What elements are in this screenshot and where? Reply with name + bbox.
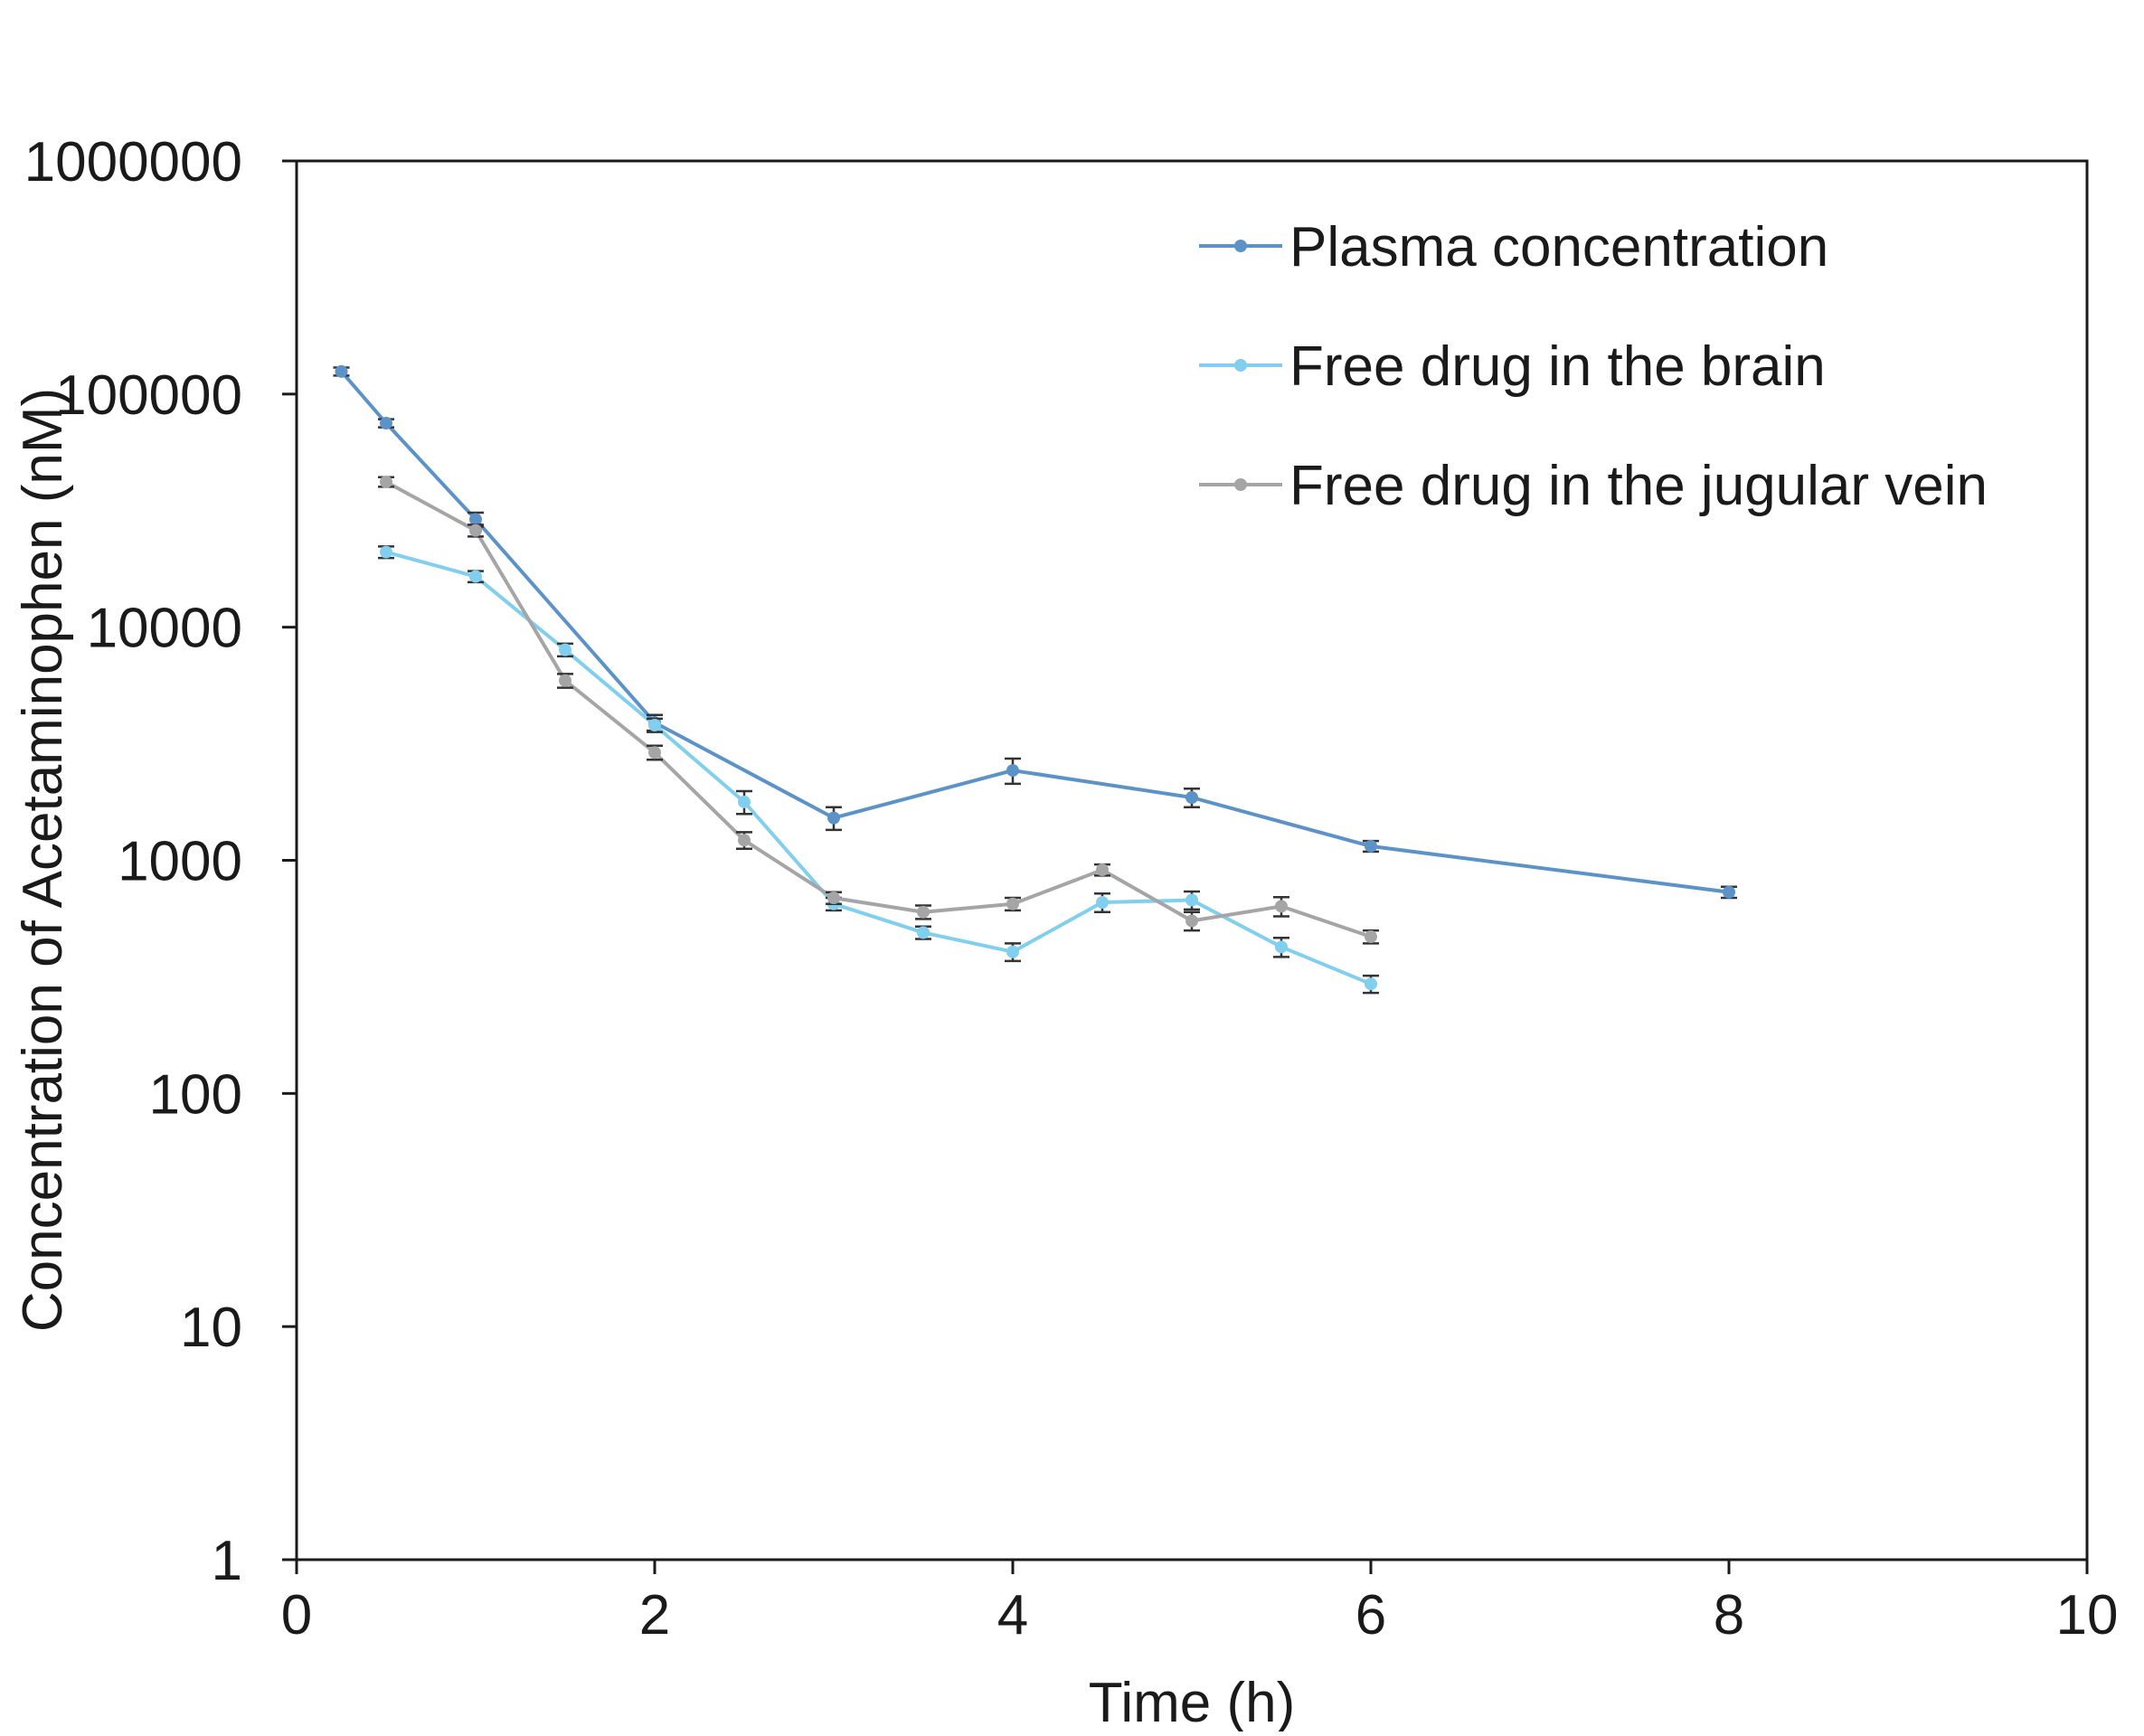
x-axis-title: Time (h) [1089,1672,1295,1731]
data-point [469,524,482,537]
series-line [385,550,1372,986]
data-point [1185,893,1198,907]
x-tick-label: 4 [997,1584,1028,1646]
y-tick-label: 100 [149,1063,242,1126]
x-tick-label: 6 [1355,1584,1386,1646]
y-tick-label: 100000 [55,364,242,427]
data-point [380,475,392,488]
x-tick-label: 10 [2056,1584,2119,1646]
y-tick-label: 1 [212,1530,242,1592]
data-point [380,545,392,559]
data-point [1365,839,1377,853]
data-point [1275,940,1288,954]
y-tick-label: 1000 [118,831,242,893]
data-point [1006,897,1019,910]
data-point [1185,914,1198,928]
legend-swatch-marker [1234,359,1247,372]
data-point [380,417,392,430]
y-tick-label: 10 [180,1297,242,1359]
legend-label: Free drug in the jugular vein [1289,455,1988,517]
legend-swatch-marker [1234,478,1247,491]
data-point [1723,885,1735,899]
legend: Plasma concentration Free drug in the bra… [1199,216,1988,517]
data-point [1185,791,1198,805]
data-point [559,643,571,656]
series-3 [378,475,1379,945]
data-point [1096,896,1109,910]
data-point [738,795,751,808]
series-1 [333,364,1737,900]
legend-label: Free drug in the brain [1289,335,1826,398]
data-point [1006,764,1019,778]
data-point [738,834,751,847]
data-point [1365,930,1377,944]
series-layer [333,364,1737,995]
series-line [385,480,1372,939]
series-2 [378,545,1379,995]
x-tick-label: 0 [281,1584,312,1646]
legend-item: Plasma concentration [1199,216,1828,278]
legend-item: Free drug in the jugular vein [1199,455,1988,517]
x-tick-label: 8 [1714,1584,1744,1646]
x-tick-label: 2 [639,1584,670,1646]
y-axis: 1 10 100 1000 10000 100000 1000000 [24,131,297,1592]
data-point [335,364,348,378]
legend-item: Free drug in the brain [1199,335,1826,398]
legend-label: Plasma concentration [1289,216,1828,278]
data-point [917,905,930,919]
data-point [648,719,661,732]
data-point [917,926,930,939]
data-point [1365,977,1377,991]
data-point [648,746,661,760]
data-point [1006,945,1019,958]
data-point [469,513,482,526]
data-point [559,674,571,687]
x-axis: 0 2 4 6 8 10 [281,1560,2119,1646]
y-tick-label: 1000000 [24,131,242,193]
data-point [827,892,840,905]
data-point [1275,900,1288,913]
series-line [339,370,1730,894]
y-tick-label: 10000 [87,598,242,660]
data-point [827,811,840,825]
legend-swatch-marker [1234,240,1247,252]
data-point [469,570,482,583]
data-point [1096,863,1109,877]
y-axis-title: Concentration of Acetaminophen (nM) [12,388,74,1332]
